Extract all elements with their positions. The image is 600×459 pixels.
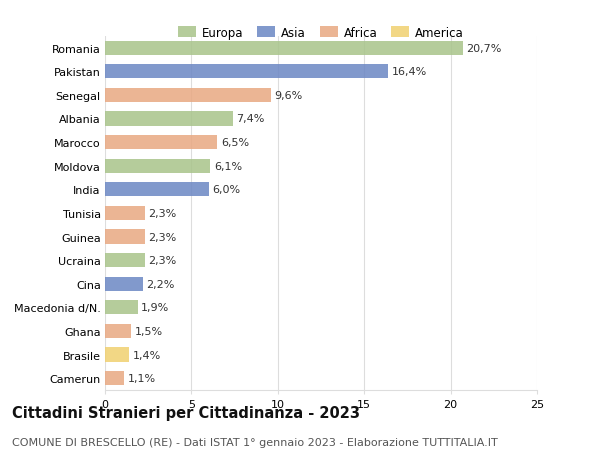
- Text: 2,3%: 2,3%: [148, 232, 176, 242]
- Text: 16,4%: 16,4%: [392, 67, 427, 77]
- Text: 2,3%: 2,3%: [148, 256, 176, 266]
- Text: 1,1%: 1,1%: [127, 373, 155, 383]
- Text: 7,4%: 7,4%: [236, 114, 265, 124]
- Bar: [105, 371, 124, 386]
- Bar: [105, 207, 145, 220]
- Text: 6,5%: 6,5%: [221, 138, 249, 148]
- Bar: [105, 112, 233, 126]
- Bar: [105, 301, 138, 315]
- Text: 6,0%: 6,0%: [212, 185, 240, 195]
- Text: 6,1%: 6,1%: [214, 161, 242, 171]
- Bar: [105, 324, 131, 338]
- Text: COMUNE DI BRESCELLO (RE) - Dati ISTAT 1° gennaio 2023 - Elaborazione TUTTITALIA.: COMUNE DI BRESCELLO (RE) - Dati ISTAT 1°…: [12, 437, 498, 448]
- Bar: [105, 253, 145, 268]
- Legend: Europa, Asia, Africa, America: Europa, Asia, Africa, America: [175, 23, 467, 43]
- Bar: [105, 65, 388, 79]
- Bar: [105, 277, 143, 291]
- Text: 20,7%: 20,7%: [466, 44, 502, 54]
- Bar: [105, 136, 217, 150]
- Bar: [105, 89, 271, 103]
- Bar: [105, 41, 463, 56]
- Text: 2,3%: 2,3%: [148, 208, 176, 218]
- Text: 9,6%: 9,6%: [274, 90, 302, 101]
- Bar: [105, 230, 145, 244]
- Text: 2,2%: 2,2%: [146, 279, 175, 289]
- Text: 1,9%: 1,9%: [141, 302, 170, 313]
- Bar: [105, 159, 211, 174]
- Bar: [105, 183, 209, 197]
- Text: 1,4%: 1,4%: [133, 350, 161, 360]
- Text: 1,5%: 1,5%: [134, 326, 163, 336]
- Text: Cittadini Stranieri per Cittadinanza - 2023: Cittadini Stranieri per Cittadinanza - 2…: [12, 405, 360, 420]
- Bar: [105, 348, 129, 362]
